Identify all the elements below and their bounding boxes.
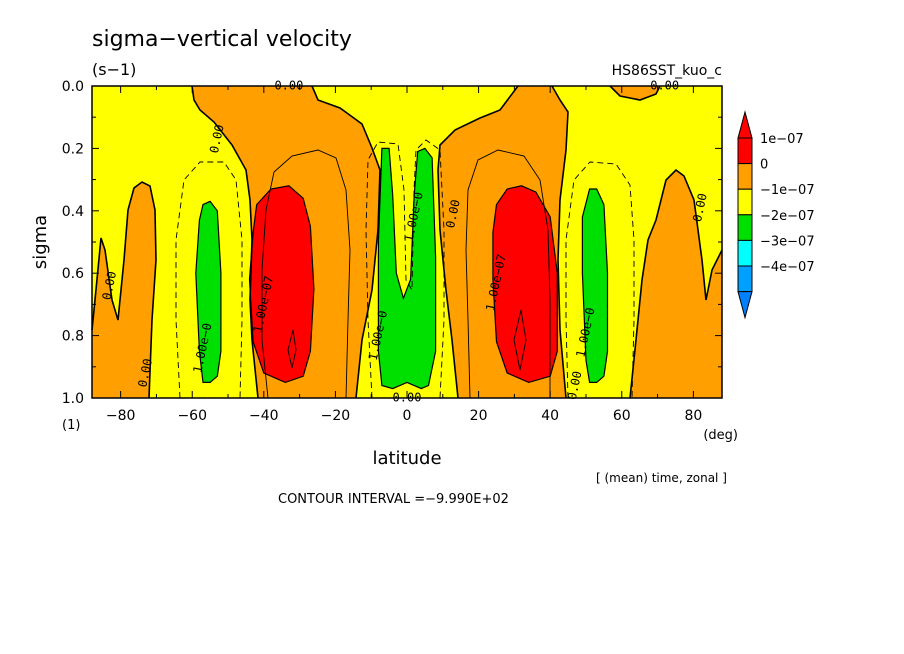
contour-dash-north bbox=[565, 161, 635, 399]
colorbar-swatch bbox=[737, 137, 753, 165]
contour-zero-far-south bbox=[91, 181, 157, 399]
colorbar-swatch bbox=[737, 163, 753, 190]
contour-label: 0.00 bbox=[565, 370, 585, 401]
y-unit-label: (1) bbox=[62, 418, 80, 433]
y-tick-label: 0.8 bbox=[62, 329, 84, 345]
x-tick-label: 20 bbox=[470, 408, 488, 424]
colorbar-label: −2e−07 bbox=[760, 209, 815, 224]
contour-zero-top-north bbox=[609, 85, 661, 101]
contour-red-inner-south bbox=[287, 329, 297, 369]
contour-dash-eq bbox=[365, 139, 445, 399]
contour-dash-south bbox=[175, 161, 243, 399]
y-tick-label: 0.2 bbox=[62, 141, 84, 157]
colorbar-label: −1e−07 bbox=[760, 183, 815, 198]
y-axis-label: sigma bbox=[30, 215, 51, 269]
colorbar-swatch bbox=[737, 265, 753, 293]
x-axis: −80 −60 −40 −20 0 20 40 60 80 bbox=[106, 86, 702, 424]
contour-label: 0.00 bbox=[100, 270, 120, 301]
y-axis: 0.0 0.2 0.4 0.6 0.8 1.0 bbox=[62, 79, 722, 407]
contour-label: 0.00 bbox=[690, 192, 710, 223]
run-label: HS86SST_kuo_c bbox=[612, 63, 722, 79]
units-label: (s−1) bbox=[92, 60, 136, 79]
colorbar: 1e−07 0 −1e−07 −2e−07 −3e−07 −4e−07 bbox=[737, 110, 815, 320]
colorbar-swatch bbox=[737, 214, 753, 241]
contour-zero-eq-left bbox=[311, 85, 381, 399]
colorbar-swatch bbox=[737, 188, 753, 216]
x-tick-label: 60 bbox=[613, 408, 631, 424]
y-tick-label: 0.0 bbox=[62, 79, 84, 95]
x-tick-label: −60 bbox=[177, 408, 207, 424]
contour-red-inner-north bbox=[513, 309, 527, 371]
colorbar-bottom-arrow bbox=[737, 291, 753, 320]
x-axis-label: latitude bbox=[372, 448, 441, 469]
chart-title: sigma−vertical velocity bbox=[92, 27, 352, 52]
colorbar-label: −4e−07 bbox=[760, 260, 815, 275]
contour-zero-far-north bbox=[629, 168, 723, 399]
colorbar-label: −3e−07 bbox=[760, 234, 815, 249]
fill-region-ascent-south-red bbox=[248, 185, 315, 384]
contour-label: 0.00 bbox=[443, 198, 463, 229]
contour-pos-north bbox=[465, 149, 551, 399]
colorbar-swatch bbox=[737, 239, 753, 267]
orange-fill-north bbox=[630, 170, 722, 398]
fill-region-ascent-north-red bbox=[492, 185, 558, 384]
y-tick-label: 0.6 bbox=[62, 266, 84, 282]
contour-pos-south bbox=[261, 149, 351, 399]
contour-label: 0.00 bbox=[135, 357, 155, 388]
fill-region-equatorial-green bbox=[377, 147, 437, 390]
x-tick-label: −40 bbox=[249, 408, 279, 424]
y-tick-label: 0.4 bbox=[62, 204, 84, 220]
contour-label: 0.00 bbox=[207, 123, 227, 154]
x-tick-label: 40 bbox=[541, 408, 559, 424]
x-tick-label: −20 bbox=[321, 408, 351, 424]
plot-area: 0.00 0.000.000.000.00 1.00e−01.00e−071.00e… bbox=[91, 79, 723, 405]
orange-fill-south bbox=[92, 182, 156, 398]
averaging-note: [ (mean) time, zonal ] bbox=[596, 471, 727, 485]
colorbar-top-arrow bbox=[737, 110, 753, 139]
fill-region-descent-south-green bbox=[195, 200, 222, 383]
y-tick-label: 1.0 bbox=[62, 391, 84, 407]
x-tick-label: 0 bbox=[403, 408, 412, 424]
x-tick-label: −80 bbox=[106, 408, 136, 424]
contour-interval-text: CONTOUR INTERVAL =−9.990E+02 bbox=[278, 492, 509, 507]
colorbar-label: 0 bbox=[760, 158, 768, 173]
x-unit-label: (deg) bbox=[703, 428, 738, 443]
colorbar-label: 1e−07 bbox=[760, 132, 804, 147]
x-tick-label: 80 bbox=[684, 408, 702, 424]
contour-zero-eq-right bbox=[437, 85, 519, 399]
contour-zero-north bbox=[551, 85, 569, 399]
contour-lines bbox=[91, 85, 723, 399]
contour-zero-south bbox=[191, 85, 259, 399]
fill-regions bbox=[195, 147, 609, 390]
fill-region-descent-north-green bbox=[581, 188, 609, 383]
